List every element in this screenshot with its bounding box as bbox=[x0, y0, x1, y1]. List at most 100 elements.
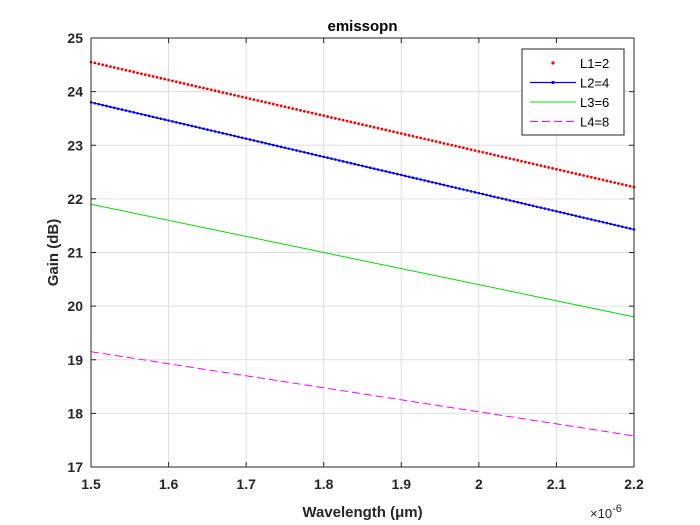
data-point bbox=[496, 196, 500, 199]
legend-marker bbox=[551, 80, 555, 85]
data-point bbox=[438, 182, 442, 186]
series-L4=8 bbox=[90, 351, 635, 437]
data-point bbox=[524, 202, 527, 206]
data-point bbox=[283, 146, 287, 150]
legend-label: L1=2 bbox=[580, 56, 609, 71]
data-point bbox=[314, 112, 318, 116]
data-point bbox=[349, 120, 353, 124]
data-point bbox=[287, 147, 291, 150]
data-point bbox=[271, 102, 275, 106]
data-point bbox=[322, 155, 326, 159]
data-point bbox=[609, 180, 613, 184]
data-point bbox=[423, 179, 426, 182]
data-point bbox=[275, 144, 279, 148]
data-point bbox=[229, 133, 232, 137]
data-point bbox=[547, 166, 551, 169]
legend-label: L3=6 bbox=[580, 95, 609, 110]
data-point bbox=[473, 149, 477, 152]
data-point bbox=[601, 220, 605, 224]
data-point bbox=[462, 188, 465, 191]
chart-title: emissopn bbox=[327, 18, 397, 35]
data-point bbox=[198, 85, 202, 89]
data-point bbox=[159, 76, 163, 80]
data-point bbox=[516, 200, 519, 204]
data-point bbox=[520, 201, 523, 205]
data-point bbox=[136, 111, 139, 115]
data-point bbox=[411, 134, 415, 138]
data-point bbox=[345, 119, 349, 123]
data-point bbox=[186, 123, 190, 127]
data-point bbox=[403, 133, 407, 136]
data-point bbox=[500, 155, 504, 159]
data-point bbox=[469, 190, 473, 193]
legend-box bbox=[521, 48, 625, 136]
data-point bbox=[337, 117, 341, 121]
data-point bbox=[256, 140, 260, 143]
data-point bbox=[310, 111, 314, 115]
data-point bbox=[217, 90, 221, 93]
series-L2=4 bbox=[89, 101, 636, 231]
y-tick-label: 20 bbox=[67, 298, 83, 314]
data-point bbox=[364, 124, 368, 127]
data-point bbox=[582, 174, 585, 177]
data-point bbox=[520, 159, 523, 163]
data-point bbox=[597, 219, 601, 223]
data-point bbox=[392, 130, 395, 134]
data-point bbox=[593, 219, 597, 222]
data-point bbox=[582, 216, 585, 219]
data-point bbox=[252, 98, 256, 102]
data-point bbox=[434, 181, 438, 185]
data-point bbox=[229, 92, 233, 96]
data-point bbox=[291, 148, 294, 151]
data-point bbox=[182, 82, 186, 85]
data-point bbox=[469, 148, 473, 151]
data-point bbox=[473, 190, 477, 194]
data-point bbox=[147, 74, 151, 77]
series-L1=2 bbox=[89, 60, 636, 189]
data-point bbox=[524, 160, 527, 164]
data-point bbox=[442, 183, 446, 187]
data-point bbox=[492, 153, 496, 157]
x-tick-label: 2.1 bbox=[547, 476, 567, 492]
data-point bbox=[446, 142, 450, 146]
data-point bbox=[302, 109, 306, 113]
y-tick-label: 18 bbox=[67, 405, 83, 421]
data-point bbox=[489, 194, 492, 198]
data-point bbox=[175, 121, 178, 124]
data-point bbox=[376, 126, 380, 130]
y-tick-label: 25 bbox=[67, 30, 83, 46]
data-point bbox=[504, 198, 508, 201]
legend-item: L4=8 bbox=[530, 115, 609, 130]
y-tick-label: 22 bbox=[67, 191, 83, 207]
data-point bbox=[236, 94, 240, 98]
data-point bbox=[535, 163, 539, 167]
data-point bbox=[326, 115, 329, 118]
series-line bbox=[90, 351, 635, 437]
data-point bbox=[213, 130, 217, 133]
data-point bbox=[361, 164, 364, 168]
data-point bbox=[264, 141, 267, 145]
data-point bbox=[384, 170, 388, 173]
data-point bbox=[221, 131, 225, 135]
data-point bbox=[527, 161, 531, 165]
legend-label: L2=4 bbox=[580, 76, 609, 91]
data-point bbox=[586, 217, 589, 220]
data-point bbox=[547, 208, 550, 211]
data-point bbox=[624, 226, 628, 229]
data-point bbox=[174, 80, 178, 84]
data-point bbox=[512, 199, 516, 203]
data-point bbox=[143, 73, 147, 77]
data-point bbox=[558, 168, 562, 172]
data-point bbox=[535, 205, 539, 209]
data-point bbox=[108, 65, 112, 68]
data-point bbox=[213, 89, 217, 93]
data-point bbox=[109, 105, 112, 109]
data-point bbox=[240, 95, 244, 99]
data-point bbox=[617, 224, 620, 228]
data-point bbox=[101, 63, 105, 67]
data-point bbox=[132, 111, 135, 114]
y-tick-label: 19 bbox=[67, 352, 83, 368]
data-point bbox=[182, 122, 186, 126]
data-point bbox=[430, 139, 434, 143]
